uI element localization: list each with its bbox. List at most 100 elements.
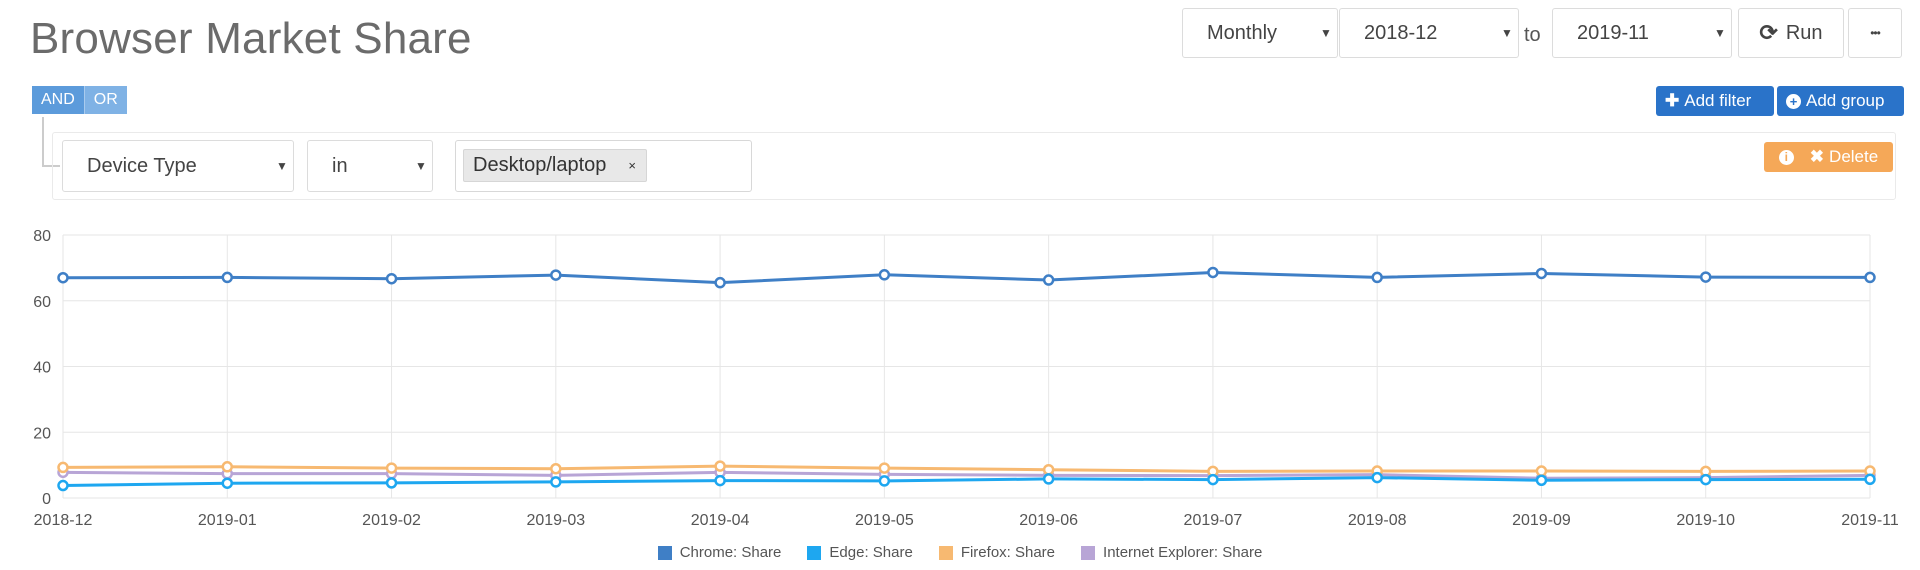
data-point [1371, 271, 1383, 284]
legend-item[interactable]: Internet Explorer: Share [1081, 544, 1262, 561]
filter-row [52, 132, 1896, 200]
data-point [1042, 463, 1055, 476]
x-tick-label: 2019-05 [855, 512, 914, 529]
add-group-button[interactable]: + Add group [1777, 86, 1904, 116]
filter-field-value: Device Type [87, 154, 197, 177]
and-toggle[interactable]: AND [32, 86, 84, 114]
add-filter-button[interactable]: ✚ Add filter [1656, 86, 1774, 116]
group-connector [42, 117, 60, 167]
legend-item[interactable]: Edge: Share [807, 544, 913, 561]
x-tick-label: 2019-08 [1348, 512, 1407, 529]
info-icon: i [1778, 149, 1794, 165]
legend-swatch [1081, 545, 1096, 560]
data-point [550, 269, 562, 281]
line-chart: 0 20 40 60 80 2018-12 2019-01 2019-02 2019-03 201… [33, 228, 1899, 529]
to-label: to [1524, 24, 1541, 46]
data-point [385, 462, 398, 474]
data-point [1864, 271, 1876, 284]
data-point [878, 475, 891, 487]
data-point [221, 271, 234, 284]
add-filter-label: Add filter [1684, 91, 1752, 110]
page-title: Browser Market Share [30, 14, 472, 63]
logic-toggle: AND OR [32, 86, 127, 114]
filter-value-tag-label: Desktop/laptop [473, 154, 607, 176]
data-point [550, 462, 562, 475]
date-to-value: 2019-11 [1577, 21, 1649, 44]
chart-legend: Chrome: Share Edge: Share Firefox: Share In… [0, 544, 1920, 561]
data-point [1207, 473, 1219, 486]
legend-label: Chrome: Share [679, 544, 782, 561]
legend-swatch [938, 545, 953, 560]
more-options-button[interactable]: ••• [1848, 8, 1902, 58]
data-point [714, 474, 726, 487]
filter-operator-select[interactable]: in ▼ [307, 140, 433, 192]
x-tick-label: 2019-09 [1512, 512, 1571, 529]
data-point [385, 477, 398, 489]
legend-item[interactable]: Firefox: Share [938, 544, 1056, 561]
legend-swatch [657, 545, 672, 560]
data-point [57, 271, 69, 284]
y-tick-label: 40 [33, 360, 51, 377]
legend-label: Edge: Share [829, 544, 913, 561]
or-toggle[interactable]: OR [83, 86, 127, 114]
caret-down-icon: ▼ [1714, 26, 1726, 40]
ellipsis-icon: ••• [1870, 26, 1881, 40]
filter-value-input[interactable]: Desktop/laptop × [455, 140, 752, 192]
delete-filter-button[interactable]: i ✖ Delete [1764, 142, 1893, 172]
filter-value-tag: Desktop/laptop × [463, 149, 648, 182]
plus-icon: ✚ [1665, 91, 1680, 110]
data-point [714, 460, 726, 472]
caret-down-icon: ▼ [1320, 26, 1332, 40]
data-point [1699, 473, 1712, 486]
data-point [1864, 473, 1876, 486]
data-point [1535, 474, 1548, 486]
x-tick-label: 2019-06 [1019, 512, 1078, 529]
filter-field-select[interactable]: Device Type ▼ [62, 140, 294, 192]
interval-select[interactable]: Monthly ▼ [1182, 8, 1338, 58]
caret-down-icon: ▼ [276, 159, 288, 173]
x-tick-label: 2019-04 [691, 512, 750, 529]
data-point [1699, 271, 1712, 283]
date-from-select[interactable]: 2018-12 ▼ [1339, 8, 1519, 58]
remove-tag-icon[interactable]: × [628, 158, 637, 173]
y-tick-label: 20 [33, 425, 51, 442]
legend-label: Firefox: Share [960, 544, 1056, 561]
x-tick-label: 2019-10 [1676, 512, 1735, 529]
data-point [1535, 465, 1548, 477]
date-to-select[interactable]: 2019-11 ▼ [1552, 8, 1732, 58]
data-point [385, 272, 398, 285]
x-tick-label: 2019-01 [198, 512, 257, 529]
run-button[interactable]: ⟳ Run [1738, 8, 1844, 58]
y-tick-label: 0 [42, 491, 51, 508]
delete-label: Delete [1829, 147, 1879, 166]
x-tick-label: 2019-02 [362, 512, 421, 529]
legend-swatch [807, 545, 822, 560]
series-line [62, 464, 1871, 473]
data-point [1042, 473, 1055, 485]
data-point [1535, 267, 1548, 280]
run-button-label: Run [1785, 21, 1823, 44]
data-point [57, 461, 69, 474]
data-point [878, 269, 891, 281]
legend-item[interactable]: Chrome: Share [657, 544, 782, 561]
x-tick-label: 2019-11 [1841, 512, 1899, 529]
data-point [1207, 266, 1219, 279]
data-point [1371, 471, 1383, 484]
y-tick-label: 60 [33, 294, 51, 311]
x-tick-label: 2019-03 [526, 512, 585, 529]
plus-circle-icon: + [1786, 93, 1801, 109]
caret-down-icon: ▼ [1501, 26, 1513, 40]
data-point [221, 461, 234, 473]
data-point [550, 476, 562, 488]
y-tick-label: 80 [33, 228, 51, 245]
refresh-icon: ⟳ [1759, 20, 1778, 45]
interval-select-value: Monthly [1207, 21, 1278, 44]
series-line [62, 476, 1871, 488]
add-group-label: Add group [1806, 91, 1885, 110]
data-point [878, 462, 891, 474]
x-tick-label: 2018-12 [34, 512, 93, 529]
data-point [57, 479, 69, 492]
caret-down-icon: ▼ [415, 159, 427, 173]
data-point [221, 477, 234, 489]
x-tick-label: 2019-07 [1184, 512, 1243, 529]
